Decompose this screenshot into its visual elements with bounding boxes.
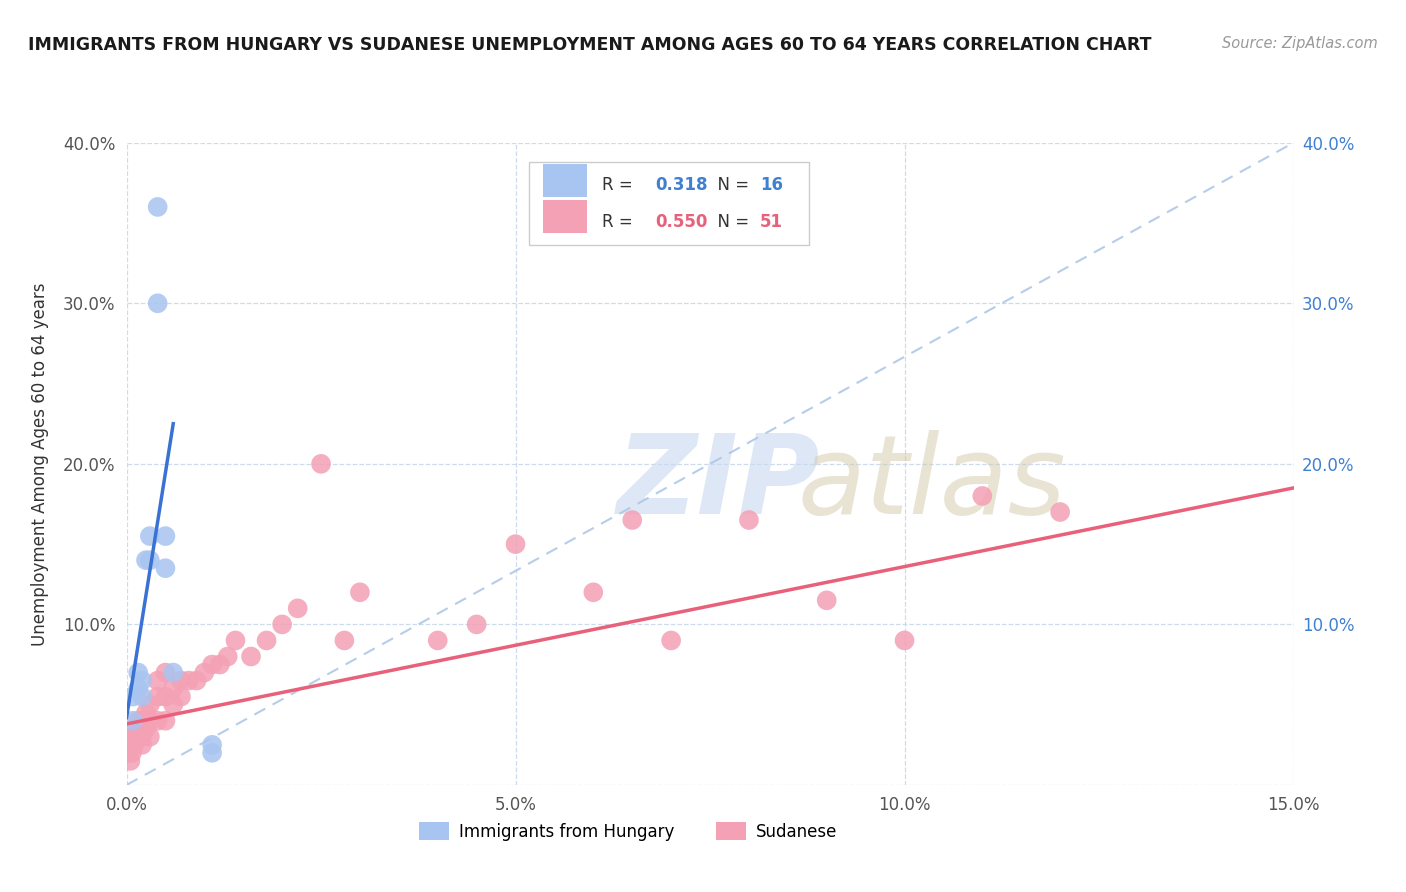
Point (170, 690, 193, 704)
FancyBboxPatch shape (543, 163, 588, 197)
Text: R =: R = (602, 213, 637, 231)
Point (121, 746, 143, 760)
Legend: Immigrants from Hungary, Sudanese: Immigrants from Hungary, Sudanese (412, 815, 844, 847)
Point (121, 714, 143, 728)
Point (201, 738, 224, 752)
Point (139, 529, 162, 543)
Point (120, 754, 142, 768)
Point (256, 633, 278, 648)
FancyBboxPatch shape (529, 162, 810, 245)
Point (131, 730, 153, 744)
Point (146, 714, 169, 728)
Point (349, 585, 371, 599)
Point (135, 706, 157, 720)
Text: ZIP: ZIP (617, 430, 820, 537)
Point (170, 673, 193, 688)
Point (972, 489, 994, 503)
Text: 0.550: 0.550 (655, 213, 707, 231)
Point (124, 738, 146, 752)
Point (131, 690, 153, 704)
Point (815, 593, 838, 607)
Point (465, 617, 488, 632)
Point (139, 553, 162, 567)
Point (193, 665, 215, 680)
Point (240, 649, 263, 664)
Point (155, 665, 177, 680)
Point (309, 457, 332, 471)
Point (621, 513, 644, 527)
Point (893, 633, 915, 648)
Text: R =: R = (602, 177, 637, 194)
Point (139, 698, 162, 712)
Point (738, 513, 761, 527)
Point (127, 714, 149, 728)
Point (659, 633, 682, 648)
Point (124, 730, 146, 744)
Point (271, 617, 294, 632)
Point (146, 673, 169, 688)
Point (201, 657, 224, 672)
Point (146, 296, 169, 310)
Point (146, 200, 169, 214)
Point (155, 690, 177, 704)
Point (217, 649, 239, 664)
Point (162, 681, 184, 696)
Point (155, 714, 177, 728)
Point (135, 722, 157, 736)
Point (118, 746, 141, 760)
Point (155, 561, 177, 575)
Point (155, 529, 177, 543)
Point (135, 553, 157, 567)
Point (139, 730, 162, 744)
Point (131, 738, 153, 752)
Text: 16: 16 (761, 177, 783, 194)
Point (201, 746, 224, 760)
Point (124, 722, 146, 736)
Point (505, 537, 527, 551)
FancyBboxPatch shape (543, 200, 588, 233)
Text: IMMIGRANTS FROM HUNGARY VS SUDANESE UNEMPLOYMENT AMONG AGES 60 TO 64 YEARS CORRE: IMMIGRANTS FROM HUNGARY VS SUDANESE UNEM… (28, 36, 1152, 54)
Text: N =: N = (707, 213, 754, 231)
Point (426, 633, 449, 648)
Point (131, 714, 153, 728)
Text: N =: N = (707, 177, 754, 194)
Point (1049, 505, 1071, 519)
Point (127, 681, 149, 696)
Point (208, 657, 231, 672)
Y-axis label: Unemployment Among Ages 60 to 64 years: Unemployment Among Ages 60 to 64 years (31, 282, 49, 646)
Point (139, 714, 162, 728)
Text: Source: ZipAtlas.com: Source: ZipAtlas.com (1222, 36, 1378, 51)
Point (177, 673, 200, 688)
Point (162, 665, 184, 680)
Text: 51: 51 (761, 213, 783, 231)
Text: 0.318: 0.318 (655, 177, 707, 194)
Point (162, 698, 184, 712)
Point (146, 690, 169, 704)
Point (131, 673, 153, 688)
Point (333, 633, 356, 648)
Point (224, 633, 246, 648)
Point (582, 585, 605, 599)
Point (127, 665, 149, 680)
Point (127, 730, 149, 744)
Point (121, 690, 143, 704)
Point (186, 673, 208, 688)
Text: atlas: atlas (797, 430, 1066, 537)
Point (287, 601, 309, 615)
